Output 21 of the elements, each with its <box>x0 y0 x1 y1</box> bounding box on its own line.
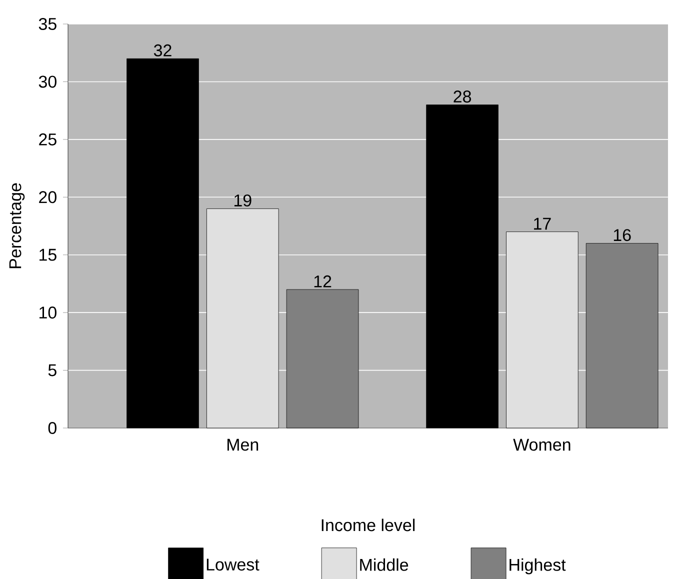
data-label: 16 <box>614 229 631 242</box>
y-tick-label: 15 <box>40 248 56 261</box>
x-tick-label: Women <box>513 438 570 451</box>
y-tick-label: 30 <box>38 76 56 88</box>
legend-label: Highest <box>510 558 566 574</box>
legend-label: Middle <box>360 558 408 571</box>
data-label: 28 <box>454 90 472 103</box>
y-tick-label: 35 <box>38 18 56 30</box>
y-tick-label: 5 <box>48 364 56 376</box>
y-tick-label: 0 <box>48 422 56 434</box>
data-label: 12 <box>314 275 332 288</box>
y-axis-title: Percentage <box>9 183 25 268</box>
data-label: 19 <box>234 194 252 206</box>
y-tick-label: 10 <box>40 306 56 319</box>
x-axis-title: Income level <box>322 518 415 532</box>
y-tick-label: 20 <box>39 191 56 204</box>
data-label: 32 <box>154 44 172 56</box>
data-label: 17 <box>534 218 551 230</box>
y-tick-label: 25 <box>39 133 56 146</box>
x-tick-label: Men <box>227 438 258 451</box>
legend-label: Lowest <box>206 558 260 571</box>
